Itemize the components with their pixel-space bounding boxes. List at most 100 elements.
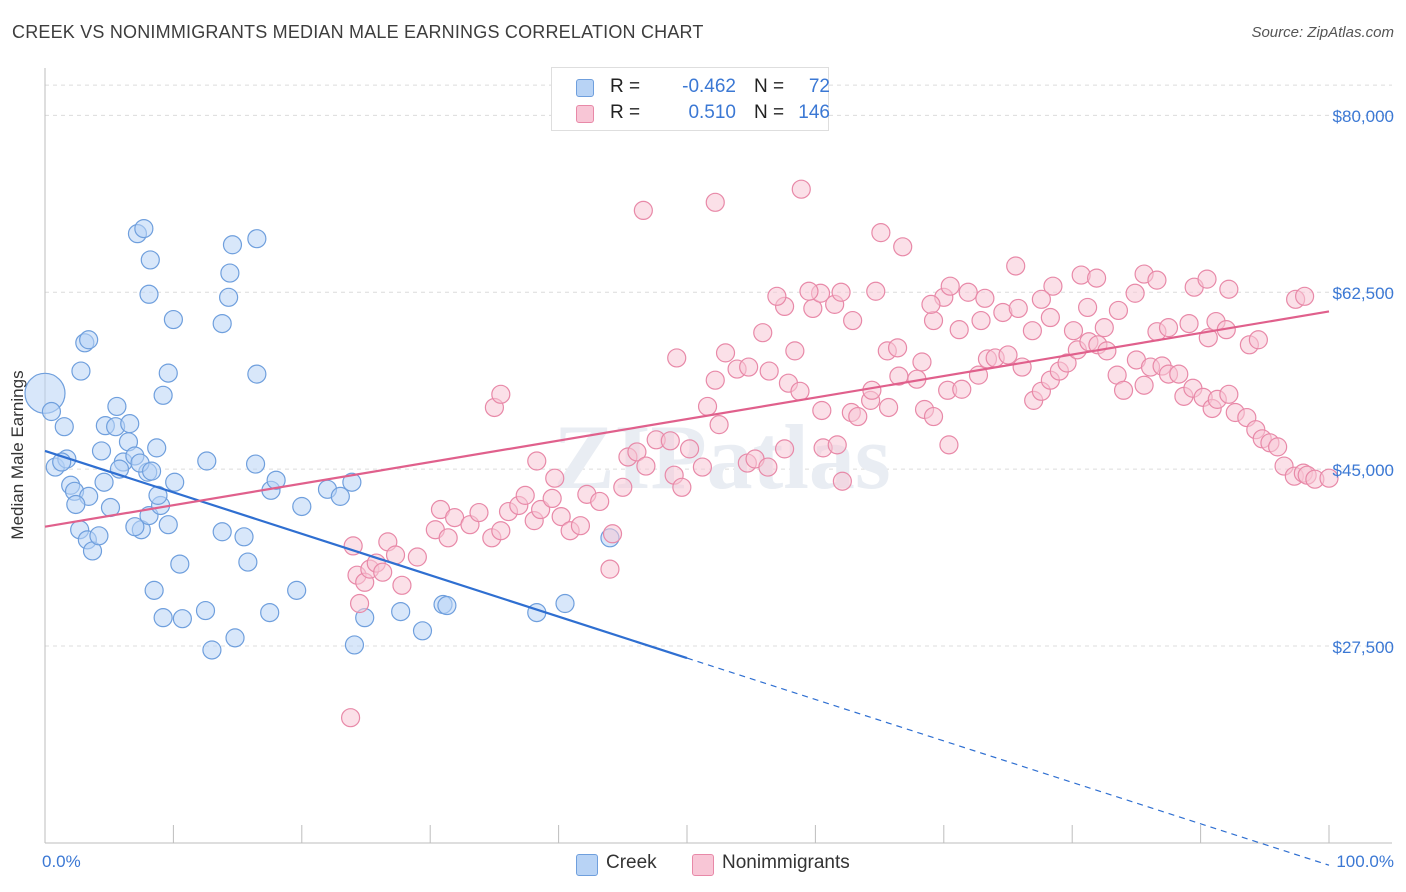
x-tick-min: 0.0% — [42, 852, 81, 871]
nonimmigrant-point — [515, 485, 535, 505]
creek-point — [158, 363, 178, 383]
creek-point — [437, 595, 457, 616]
creek-point — [140, 250, 160, 270]
nonimmigrant-point — [527, 451, 547, 471]
nonimmigrant-point — [952, 379, 972, 399]
creek-point — [330, 486, 350, 506]
nonimmigrant-point — [627, 442, 647, 462]
nonimmigrant-point — [551, 506, 571, 527]
stats-box: R = -0.462 N = 72 R = 0.510 N = 146 — [551, 67, 830, 131]
chart-title: CREEK VS NONIMMIGRANTS MEDIAN MALE EARNI… — [12, 22, 704, 42]
nonimmigrant-point — [843, 310, 863, 331]
creek-point — [555, 593, 575, 614]
creek-point — [212, 313, 232, 334]
nonimmigrant-point — [975, 288, 995, 308]
trend-lines — [44, 310, 1330, 866]
y-tick-label: $62,500 — [1332, 284, 1394, 304]
creek-point — [125, 517, 145, 537]
creek-point — [172, 609, 192, 629]
creek-point — [139, 284, 159, 304]
creek-point — [342, 472, 362, 492]
nonimmigrant-point — [1134, 375, 1154, 395]
legend-nonimmigrants-swatch — [692, 854, 714, 876]
nonimmigrant-point — [709, 415, 729, 435]
nonimmigrant-point — [832, 471, 852, 491]
nonimmigrant-point — [790, 381, 810, 401]
nonimmigrant-point — [349, 593, 370, 614]
nonimmigrant-point — [791, 179, 811, 199]
creek-point — [144, 580, 164, 600]
nonimmigrant-point — [940, 276, 960, 296]
creek-point — [79, 330, 99, 350]
creek-point — [141, 461, 162, 481]
y-tick-label: $45,000 — [1332, 461, 1394, 481]
nonimmigrant-point — [679, 439, 700, 459]
x-tick-max: 100.0% — [1336, 852, 1394, 871]
creek-point — [344, 635, 365, 655]
creek-point — [220, 263, 240, 283]
creek-trend-extension — [686, 657, 1330, 866]
creek-point — [66, 494, 86, 515]
nonimmigrant-point — [1031, 289, 1051, 309]
creek-point — [195, 600, 216, 621]
nonimmigrant-point — [1043, 276, 1063, 296]
nonimmigrant-point — [531, 499, 551, 520]
creek-point — [158, 515, 178, 535]
creek-points — [24, 219, 620, 660]
axes — [44, 68, 1392, 844]
nonimmigrant-point — [542, 488, 562, 509]
creek-r-label: R = — [610, 76, 641, 97]
nonimmigrant-point — [1248, 330, 1268, 350]
nonimmigrant-point — [998, 345, 1018, 365]
creek-point — [222, 235, 243, 255]
nonimmigrants-swatch — [576, 105, 594, 123]
nonimmigrant-point — [1008, 298, 1028, 319]
creek-point — [292, 496, 312, 517]
nonimmigrant-point — [831, 282, 851, 302]
nonimmigrant-point — [871, 223, 891, 243]
creek-point — [170, 554, 190, 574]
nonimmigrant-point — [1219, 279, 1239, 299]
nonimmigrant-point — [697, 396, 718, 417]
creek-point — [391, 601, 411, 622]
nonimmigrant-point — [1268, 437, 1288, 457]
creek-point — [147, 438, 167, 458]
nonimmigrant-point — [827, 435, 847, 455]
nonimmigrants-r-label: R = — [610, 102, 641, 123]
nonimmigrant-points — [340, 179, 1339, 728]
nonimmigrant-point — [1063, 321, 1084, 341]
nonimmigrant-point — [1108, 300, 1129, 321]
creek-r-value: -0.462 — [682, 76, 736, 97]
nonimmigrant-point — [491, 521, 511, 541]
nonimmigrant-point — [923, 310, 944, 331]
nonimmigrant-point — [491, 384, 511, 404]
nonimmigrant-point — [753, 323, 773, 343]
nonimmigrant-point — [1022, 321, 1042, 341]
nonimmigrant-point — [340, 708, 361, 728]
source-label: Source: ZipAtlas.com — [1251, 24, 1394, 41]
creek-point — [260, 602, 280, 623]
nonimmigrant-point — [1006, 256, 1026, 276]
creek-point — [287, 580, 307, 600]
creek-point — [245, 454, 266, 474]
nonimmigrant-point — [1197, 269, 1217, 289]
nonimmigrant-point — [667, 348, 687, 368]
nonimmigrant-point — [692, 457, 713, 477]
creek-point — [234, 527, 254, 547]
creek-point — [71, 361, 91, 381]
nonimmigrant-point — [1169, 364, 1189, 384]
nonimmigrant-point — [887, 338, 908, 358]
creek-point — [107, 396, 127, 417]
nonimmigrant-point — [1319, 468, 1339, 488]
y-tick-label: $80,000 — [1332, 107, 1394, 127]
nonimmigrant-point — [759, 361, 779, 381]
nonimmigrant-point — [893, 237, 913, 257]
creek-point — [89, 526, 109, 546]
nonimmigrant-point — [343, 536, 363, 556]
nonimmigrant-point — [939, 435, 959, 455]
creek-point — [94, 472, 114, 492]
creek-point — [41, 401, 62, 422]
nonimmigrant-point — [739, 357, 759, 377]
nonimmigrant-point — [958, 282, 978, 302]
nonimmigrant-point — [438, 528, 458, 548]
